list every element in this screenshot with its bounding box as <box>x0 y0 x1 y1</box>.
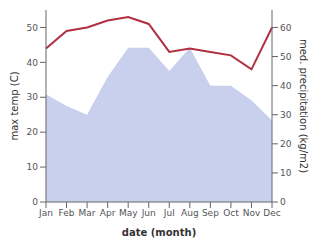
svg-text:Jul: Jul <box>163 208 175 218</box>
svg-text:60: 60 <box>280 23 292 33</box>
svg-text:50: 50 <box>27 23 39 33</box>
svg-text:Sep: Sep <box>202 208 219 218</box>
svg-text:10: 10 <box>27 162 39 172</box>
svg-text:0: 0 <box>32 197 38 207</box>
svg-text:Jan: Jan <box>38 208 53 218</box>
svg-text:40: 40 <box>27 58 39 68</box>
svg-text:Feb: Feb <box>59 208 75 218</box>
svg-text:50: 50 <box>280 52 292 62</box>
svg-text:Aug: Aug <box>181 208 199 218</box>
svg-text:30: 30 <box>27 92 39 102</box>
svg-text:20: 20 <box>27 127 39 137</box>
svg-text:May: May <box>119 208 138 218</box>
svg-text:date (month): date (month) <box>122 227 196 238</box>
svg-text:Jun: Jun <box>141 208 156 218</box>
svg-text:30: 30 <box>280 110 292 120</box>
svg-text:10: 10 <box>280 168 292 178</box>
svg-text:20: 20 <box>280 139 292 149</box>
svg-text:0: 0 <box>280 197 286 207</box>
svg-text:Oct: Oct <box>223 208 239 218</box>
svg-text:Apr: Apr <box>100 208 116 218</box>
svg-text:med. precipitation (kg/m2): med. precipitation (kg/m2) <box>298 39 309 173</box>
svg-text:Mar: Mar <box>79 208 96 218</box>
svg-text:max temp (C): max temp (C) <box>9 71 20 140</box>
svg-text:Dec: Dec <box>263 208 280 218</box>
svg-text:40: 40 <box>280 81 292 91</box>
svg-text:Nov: Nov <box>243 208 261 218</box>
